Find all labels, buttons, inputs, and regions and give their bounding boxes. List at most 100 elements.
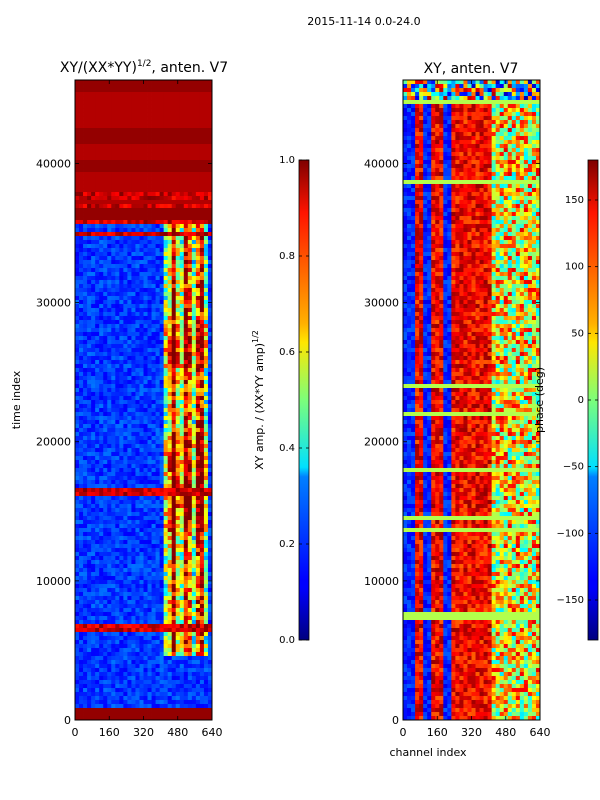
heatmap-cell xyxy=(155,360,161,365)
heatmap-cell xyxy=(195,408,201,413)
heatmap-cell xyxy=(151,188,156,193)
heatmap-cell xyxy=(159,496,165,501)
heatmap-cell xyxy=(115,236,120,241)
heatmap-cell xyxy=(159,232,165,237)
heatmap-cell xyxy=(111,356,116,361)
heatmap-cell xyxy=(107,396,112,401)
heatmap-cell xyxy=(131,412,136,417)
heatmap-cell xyxy=(171,148,177,153)
heatmap-cell xyxy=(187,620,193,625)
heatmap-cell xyxy=(83,592,88,597)
heatmap-cell xyxy=(163,168,169,173)
heatmap-cell xyxy=(91,588,96,593)
heatmap-cell xyxy=(191,84,197,89)
heatmap-cell xyxy=(151,544,156,549)
heatmap-cell xyxy=(143,204,148,209)
heatmap-cell xyxy=(83,504,88,509)
heatmap-cell xyxy=(199,252,205,257)
heatmap-cell xyxy=(99,516,104,521)
heatmap-cell xyxy=(95,88,100,93)
heatmap-cell xyxy=(151,408,156,413)
heatmap-cell xyxy=(79,636,84,641)
heatmap-cell xyxy=(147,216,152,221)
heatmap-cell xyxy=(155,88,161,93)
heatmap-cell xyxy=(203,504,209,509)
heatmap-cell xyxy=(95,332,100,337)
heatmap-cell xyxy=(135,572,140,577)
heatmap-cell xyxy=(179,468,185,473)
heatmap-cell xyxy=(155,276,161,281)
heatmap-cell xyxy=(199,288,205,293)
heatmap-cell xyxy=(127,272,132,277)
heatmap-cell xyxy=(107,456,112,461)
heatmap-cell xyxy=(167,656,173,661)
heatmap-cell xyxy=(143,84,148,89)
heatmap-cell xyxy=(151,336,156,341)
heatmap-cell xyxy=(91,580,96,585)
heatmap-cell xyxy=(151,332,156,337)
heatmap-cell xyxy=(183,376,189,381)
heatmap-cell xyxy=(103,512,108,517)
heatmap-cell xyxy=(159,616,165,621)
heatmap-cell xyxy=(135,472,140,477)
heatmap-cell xyxy=(143,608,148,613)
heatmap-cell xyxy=(143,300,148,305)
heatmap-cell xyxy=(195,244,201,249)
heatmap-cell xyxy=(143,120,148,125)
heatmap-cell xyxy=(87,352,92,357)
heatmap-cell xyxy=(167,184,173,189)
heatmap-cell xyxy=(155,508,161,513)
heatmap-cell xyxy=(87,424,92,429)
heatmap-cell xyxy=(195,644,201,649)
heatmap-cell xyxy=(159,216,165,221)
heatmap-cell xyxy=(155,208,161,213)
heatmap-cell xyxy=(135,624,140,629)
heatmap-cell xyxy=(83,248,88,253)
heatmap-cell xyxy=(163,444,169,449)
heatmap-cell xyxy=(87,332,92,337)
heatmap-cell xyxy=(151,632,156,637)
heatmap-cell xyxy=(91,464,96,469)
heatmap-cell xyxy=(159,620,165,625)
heatmap-cell xyxy=(87,596,92,601)
heatmap-cell xyxy=(199,132,205,137)
heatmap-cell xyxy=(175,588,181,593)
heatmap-cell xyxy=(171,568,177,573)
heatmap-cell xyxy=(115,212,120,217)
heatmap-cell xyxy=(171,528,177,533)
heatmap-cell xyxy=(147,240,152,245)
heatmap-cell xyxy=(163,116,169,121)
heatmap-cell xyxy=(87,88,92,93)
heatmap-cell xyxy=(191,412,197,417)
heatmap-cell xyxy=(147,376,152,381)
heatmap-cell xyxy=(147,600,152,605)
heatmap-cell xyxy=(203,352,209,357)
heatmap-cell xyxy=(195,236,201,241)
heatmap-cell xyxy=(171,108,177,113)
heatmap-cell xyxy=(95,564,100,569)
heatmap-cell xyxy=(123,280,128,285)
heatmap-cell xyxy=(183,436,189,441)
heatmap-cell xyxy=(143,428,148,433)
heatmap-cell xyxy=(191,272,197,277)
heatmap-cell xyxy=(91,208,96,213)
heatmap-cell xyxy=(139,544,144,549)
heatmap-cell xyxy=(103,188,108,193)
heatmap-cell xyxy=(115,148,120,153)
heatmap-cell xyxy=(207,292,212,297)
heatmap-cell xyxy=(131,468,136,473)
heatmap-cell xyxy=(167,340,173,345)
heatmap-cell xyxy=(203,256,209,261)
heatmap-cell xyxy=(147,440,152,445)
heatmap-cell xyxy=(183,432,189,437)
heatmap-cell xyxy=(79,368,84,373)
heatmap-cell xyxy=(207,324,212,329)
heatmap-cell xyxy=(135,344,140,349)
heatmap-cell xyxy=(171,596,177,601)
heatmap-cell xyxy=(91,284,96,289)
heatmap-cell xyxy=(119,436,124,441)
heatmap-cell xyxy=(147,560,152,565)
heatmap-cell xyxy=(171,96,177,101)
heatmap-cell xyxy=(143,336,148,341)
heatmap-cell xyxy=(107,604,112,609)
